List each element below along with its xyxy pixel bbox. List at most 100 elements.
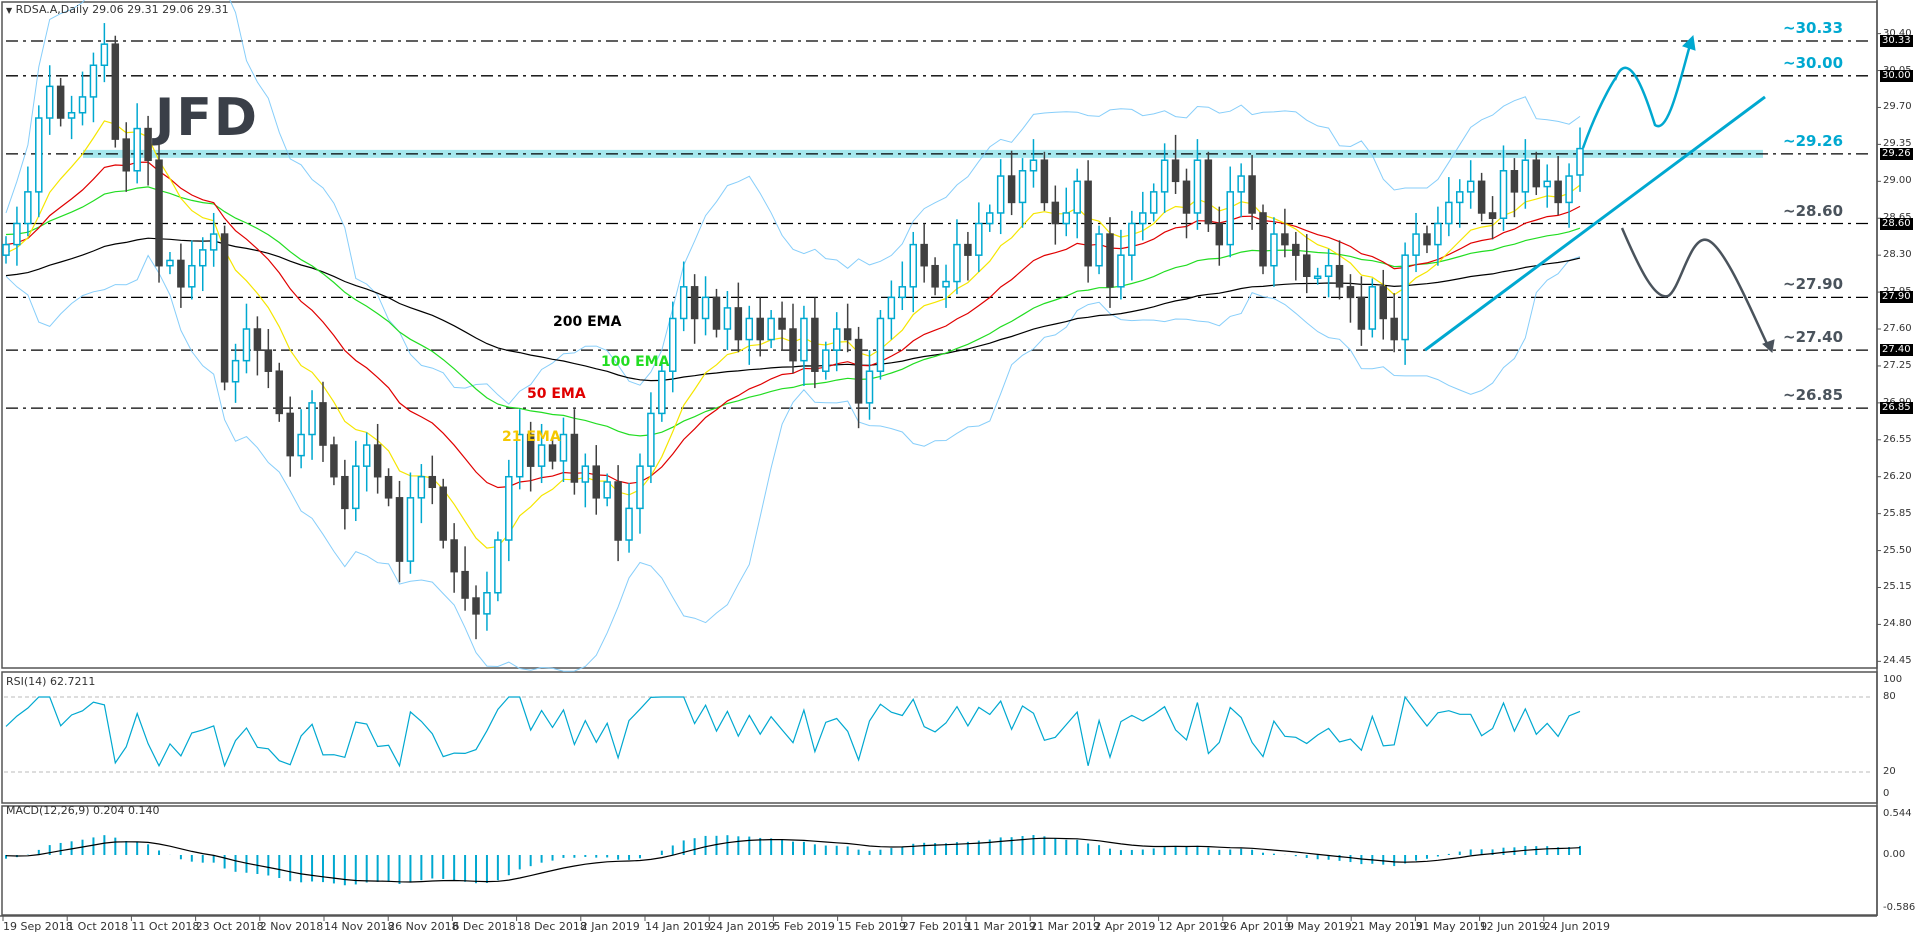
macd-pane-frame: [1, 805, 1878, 916]
price-axis-label: 25.85: [1883, 507, 1912, 519]
candle-bear: [854, 338, 863, 404]
candle-bull: [909, 243, 917, 288]
date-axis-label: 27 Feb 2019: [901, 920, 971, 933]
candle-bear: [931, 264, 939, 288]
price-tag: 30.00: [1880, 69, 1913, 82]
candle-bear: [1477, 180, 1486, 214]
candle-bull: [417, 475, 426, 499]
price-axis-label: 24.45: [1883, 655, 1912, 667]
candle-bull: [1456, 191, 1464, 204]
candle-bull: [1029, 159, 1038, 172]
rsi-pane-frame: [1, 671, 1878, 804]
candle-bull: [352, 465, 360, 510]
collapse-triangle-icon[interactable]: ▼: [6, 6, 13, 15]
date-axis-label: 26 Nov 2018: [388, 920, 459, 933]
candle-bull: [1466, 180, 1475, 193]
candle-bull: [1226, 191, 1234, 246]
candle-bull: [701, 296, 710, 320]
candle-bull: [100, 43, 109, 67]
candle-bull: [1128, 222, 1136, 256]
candle-bull: [1565, 175, 1573, 204]
candle-bear: [756, 317, 764, 341]
price-tag: 29.26: [1880, 147, 1913, 160]
date-axis-label: 31 May 2019: [1415, 920, 1488, 933]
candle-bull: [953, 243, 961, 283]
rsi-axis-label: 20: [1883, 766, 1896, 777]
date-axis-label: 2 Apr 2019: [1094, 920, 1156, 933]
date-axis-label: 1 Oct 2018: [67, 920, 129, 933]
candle-bull: [89, 64, 98, 98]
ema-label: 100 EMA: [601, 354, 670, 370]
price-axis-label: 25.15: [1883, 581, 1912, 593]
candle-bear: [395, 497, 404, 562]
candle-bull: [832, 328, 841, 351]
candle-bear: [1292, 243, 1300, 256]
price-axis-label: 25.50: [1883, 544, 1912, 556]
candle-bear: [1215, 222, 1224, 246]
candle-bear: [220, 233, 229, 383]
level-label: ~30.33: [1783, 19, 1844, 37]
price-axis-label: 29.00: [1883, 175, 1912, 187]
candle-bear: [570, 433, 579, 483]
symbol-header: ▼ RDSA.A,Daily 29.06 29.31 29.06 29.31: [6, 3, 229, 16]
level-label: ~27.40: [1783, 328, 1844, 347]
candle-bull: [647, 412, 655, 467]
candle-bull: [876, 317, 885, 372]
rsi-axis-label: 100: [1883, 674, 1903, 685]
macd-axis-label: 0.544: [1883, 808, 1912, 819]
candle-bull: [1237, 175, 1245, 193]
date-axis-label: 11 Mar 2019: [966, 920, 1036, 933]
candle-bull: [1117, 254, 1125, 288]
candle-bull: [745, 317, 754, 341]
candle-bull: [78, 96, 87, 114]
candle-bull: [658, 370, 666, 415]
candle-bear: [1084, 180, 1092, 267]
candle-bear: [439, 486, 447, 541]
candle-bull: [297, 433, 305, 457]
candle-bull: [1368, 286, 1377, 330]
date-axis-label: 6 Dec 2018: [452, 920, 516, 933]
date-axis-label: 21 Mar 2019: [1030, 920, 1100, 933]
candle-bull: [679, 286, 688, 320]
candle-bull: [1095, 233, 1103, 267]
date-axis-label: 18 Dec 2018: [516, 920, 587, 933]
date-axis-label: 19 Sep 2018: [3, 920, 73, 933]
candle-bear: [155, 159, 163, 267]
candle-bear: [1357, 296, 1366, 330]
date-axis-label: 12 Jun 2019: [1479, 920, 1546, 933]
candle-bear: [1281, 233, 1289, 246]
candle-bull: [1313, 275, 1322, 280]
candle-bull: [45, 85, 54, 119]
candle-bull: [1499, 170, 1508, 219]
candle-bull: [1324, 264, 1333, 278]
level-label: ~29.26: [1783, 131, 1844, 150]
candle-bear: [472, 597, 480, 615]
price-tag: 27.40: [1880, 344, 1913, 357]
price-axis-label: 29.35: [1883, 138, 1912, 150]
candle-bull: [800, 317, 808, 362]
candle-bear: [1532, 159, 1541, 188]
candle-bull: [188, 264, 196, 288]
candle-bear: [920, 243, 928, 267]
candle-bull: [1445, 201, 1453, 225]
bullish-scenario-path: [1581, 44, 1692, 149]
bearish-scenario-path: [1620, 227, 1772, 351]
uptrend-line: [1424, 95, 1766, 352]
macd-signal-line: [5, 837, 1581, 883]
candle-bear: [1346, 286, 1355, 299]
candle-bull: [559, 433, 568, 462]
candle-bull: [13, 222, 21, 246]
candle-bear: [286, 412, 294, 457]
candle-bear: [1554, 180, 1562, 204]
candle-bull: [1434, 222, 1442, 246]
rsi-line: [5, 695, 1581, 768]
candle-bull: [199, 249, 207, 267]
candle-bear: [428, 475, 437, 489]
candle-bear: [789, 328, 797, 362]
price-axis-label: 26.20: [1883, 470, 1912, 482]
candle-bull: [406, 497, 415, 562]
macd-axis-label: 0.00: [1883, 849, 1906, 860]
price-tag: 28.60: [1880, 217, 1913, 230]
candle-bull: [1073, 180, 1081, 214]
candle-bull: [1149, 191, 1158, 214]
